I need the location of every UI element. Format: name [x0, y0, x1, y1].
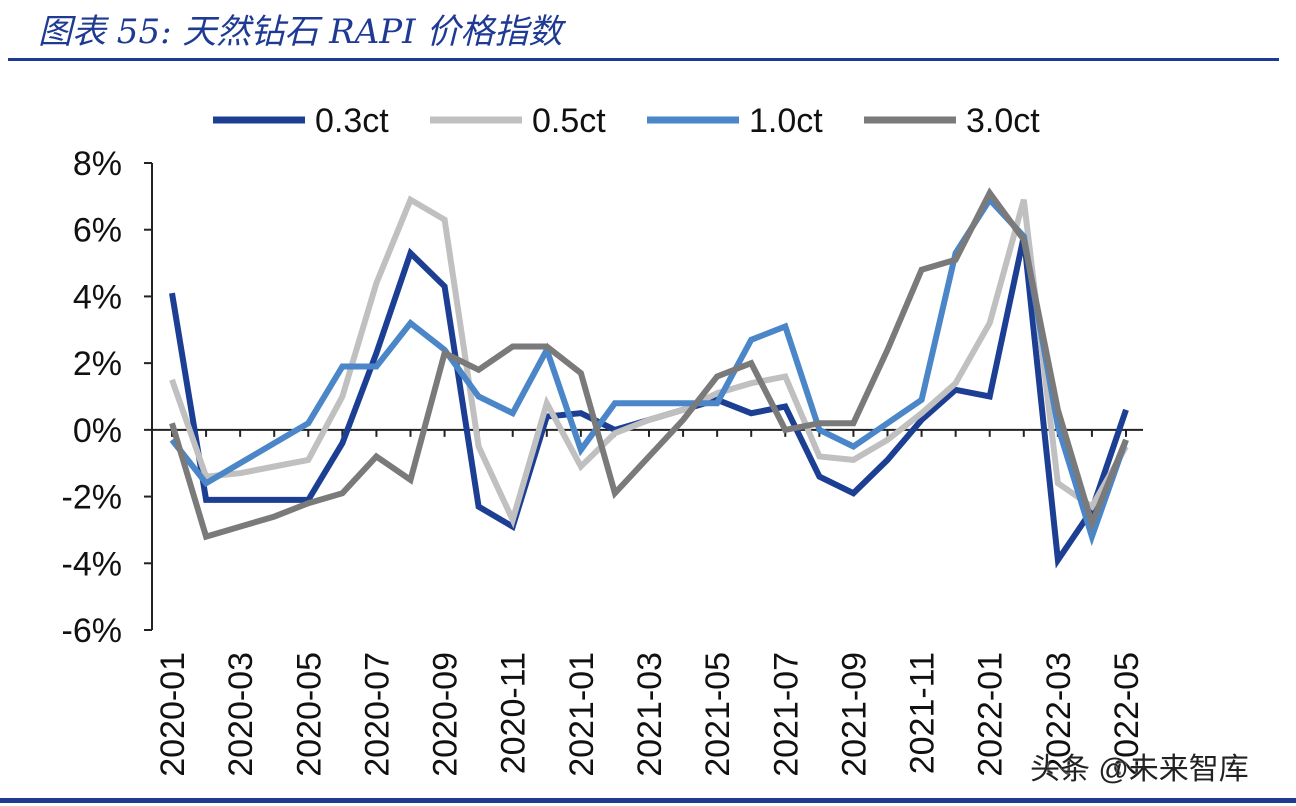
- x-tick-label: 2020-07: [358, 652, 396, 777]
- x-tick-label: 2021-07: [767, 652, 805, 777]
- x-tick-label: 2021-09: [835, 652, 873, 777]
- page-title: 图表 55: 天然钻石 RAPI 价格指数: [38, 12, 563, 52]
- y-tick-label: -6%: [62, 612, 122, 650]
- legend-label-1.0ct: 1.0ct: [749, 102, 823, 140]
- x-tick-label: 2020-05: [290, 652, 328, 777]
- x-tick-label: 2020-01: [154, 652, 192, 777]
- series-line-3.0ct: [169, 187, 1129, 541]
- x-tick-label: 2020-03: [222, 652, 260, 777]
- legend-label-0.3ct: 0.3ct: [315, 102, 389, 140]
- series-line-0.5ct: [169, 195, 1129, 529]
- y-axis: -6% -4% -2% 0% 2% 4% 6% 8%: [62, 145, 153, 650]
- watermark: 头条 @未来智库: [1030, 753, 1249, 786]
- x-tick-label: 2021-11: [904, 652, 942, 774]
- y-tick-label: 8%: [73, 145, 122, 183]
- x-tick-label: 2022-03: [1040, 652, 1078, 777]
- x-tick-label: 2022-01: [972, 652, 1010, 777]
- y-tick-label: 0%: [73, 412, 122, 450]
- bottom-divider: [0, 798, 1296, 803]
- legend: 0.3ct 0.5ct 1.0ct 3.0ct: [213, 102, 1040, 140]
- legend-label-3.0ct: 3.0ct: [966, 102, 1040, 140]
- x-tick-label: 2021-05: [699, 652, 737, 777]
- y-tick-label: -2%: [62, 479, 122, 517]
- x-axis: 2020-01 2020-03 2020-05 2020-07 2020-09 2020-…: [152, 428, 1146, 777]
- y-tick-label: -4%: [62, 545, 122, 583]
- series-line-0.3ct: [169, 235, 1129, 569]
- series-lines: [169, 187, 1129, 569]
- y-tick-label: 6%: [73, 212, 122, 250]
- legend-label-0.5ct: 0.5ct: [532, 102, 606, 140]
- title-divider: [8, 58, 1279, 61]
- x-tick-label: 2020-11: [495, 652, 533, 774]
- y-tick-label: 4%: [73, 278, 122, 316]
- x-tick-label: 2022-05: [1108, 652, 1146, 777]
- y-tick-label: 2%: [73, 345, 122, 383]
- x-tick-label: 2021-03: [631, 652, 669, 777]
- x-tick-label: 2021-01: [563, 652, 601, 777]
- x-tick-label: 2020-09: [427, 652, 465, 777]
